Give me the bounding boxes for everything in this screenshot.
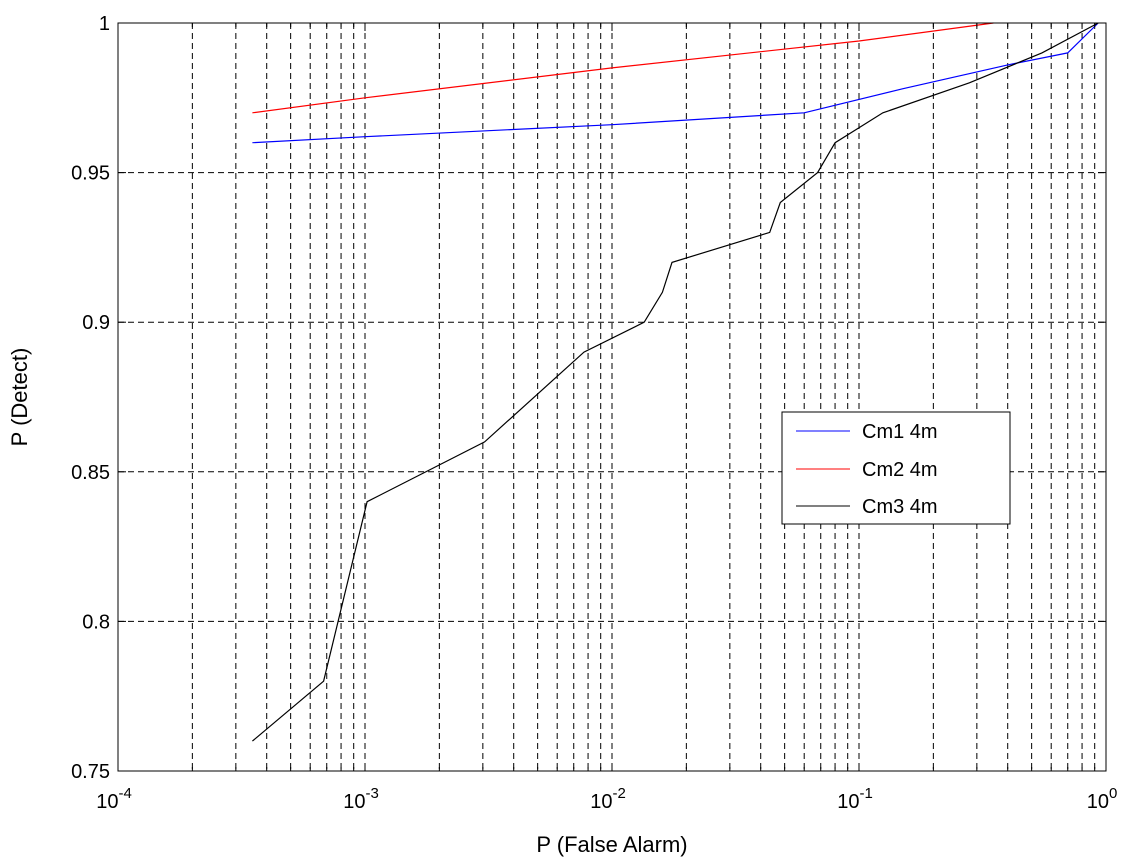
series-lines xyxy=(252,22,1099,742)
y-tick-labels: 0.75 0.8 0.85 0.9 0.95 1 xyxy=(71,13,110,783)
legend-label-cm2: Cm2 4m xyxy=(862,459,938,481)
x-tick-base: 10 xyxy=(96,791,118,813)
y-tick-label: 0.95 xyxy=(71,163,110,185)
y-axis-title: P (Detect) xyxy=(7,348,32,447)
x-tick-base: 10 xyxy=(1087,791,1109,813)
legend: Cm1 4m Cm2 4m Cm3 4m xyxy=(781,411,1011,525)
legend-box xyxy=(781,411,1011,525)
series-line-1 xyxy=(252,22,1099,144)
x-tick-exponent: -2 xyxy=(612,785,625,802)
tick-marks xyxy=(118,22,1106,772)
x-tick-label: 100 xyxy=(1087,785,1118,813)
x-axis-title: P (False Alarm) xyxy=(536,832,687,857)
x-tick-exponent: 0 xyxy=(1109,785,1117,802)
y-tick-label: 0.85 xyxy=(71,462,110,484)
y-tick-label: 0.9 xyxy=(82,312,110,334)
x-tick-exponent: -1 xyxy=(859,785,872,802)
x-tick-label: 10-2 xyxy=(590,785,626,813)
x-tick-exponent: -3 xyxy=(365,785,378,802)
y-tick-label: 0.8 xyxy=(82,611,110,633)
x-tick-label: 10-3 xyxy=(343,785,379,813)
x-tick-label: 10-1 xyxy=(837,785,873,813)
x-tick-labels: 10-4 10-3 10-2 10-1 100 xyxy=(96,785,1117,813)
x-tick-base: 10 xyxy=(590,791,612,813)
series-line-3 xyxy=(252,22,1099,742)
x-tick-exponent: -4 xyxy=(118,785,131,802)
x-tick-base: 10 xyxy=(837,791,859,813)
x-tick-base: 10 xyxy=(343,791,365,813)
series-line-2 xyxy=(252,22,994,114)
grid-lines xyxy=(118,23,1106,771)
x-tick-label: 10-4 xyxy=(96,785,132,813)
y-tick-label: 0.75 xyxy=(71,761,110,783)
legend-label-cm3: Cm3 4m xyxy=(862,496,938,518)
legend-label-cm1: Cm1 4m xyxy=(862,421,938,443)
y-tick-label: 1 xyxy=(99,13,110,35)
